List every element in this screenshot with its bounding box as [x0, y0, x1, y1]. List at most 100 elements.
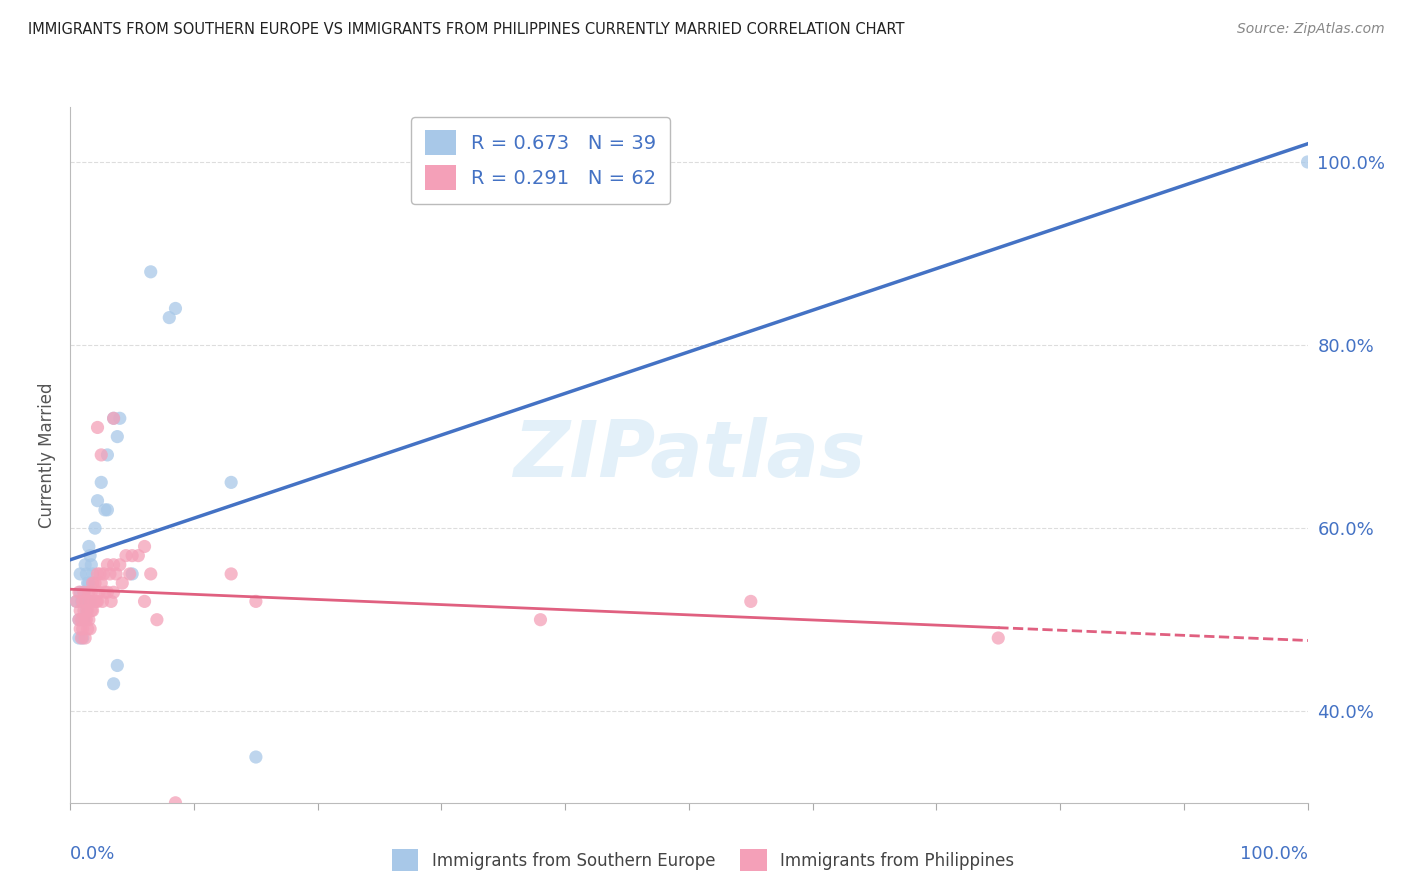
Point — [103, 677, 125, 691]
Point — [70, 631, 93, 645]
Point — [127, 549, 149, 563]
Point — [67, 613, 90, 627]
Point — [740, 594, 762, 608]
Point — [76, 603, 98, 617]
Legend: Immigrants from Southern Europe, Immigrants from Philippines: Immigrants from Southern Europe, Immigra… — [384, 841, 1022, 880]
Point — [70, 613, 93, 627]
Point — [105, 658, 128, 673]
Point — [89, 566, 111, 581]
Point — [103, 558, 125, 572]
Point — [80, 585, 103, 599]
Point — [77, 540, 100, 554]
Point — [96, 503, 118, 517]
Point — [83, 594, 105, 608]
Point — [79, 549, 101, 563]
Point — [75, 603, 97, 617]
Point — [121, 566, 143, 581]
Point — [72, 594, 94, 608]
Point — [105, 429, 128, 443]
Text: IMMIGRANTS FROM SOUTHERN EUROPE VS IMMIGRANTS FROM PHILIPPINES CURRENTLY MARRIED: IMMIGRANTS FROM SOUTHERN EUROPE VS IMMIG… — [28, 22, 904, 37]
Point — [98, 566, 121, 581]
Point — [69, 585, 91, 599]
Point — [73, 585, 96, 599]
Point — [165, 301, 187, 316]
Point — [72, 631, 94, 645]
Point — [165, 796, 187, 810]
Point — [87, 585, 110, 599]
Point — [77, 576, 100, 591]
Point — [96, 558, 118, 572]
Point — [86, 493, 108, 508]
Point — [90, 448, 112, 462]
Point — [245, 594, 267, 608]
Point — [134, 540, 156, 554]
Point — [73, 613, 96, 627]
Point — [67, 585, 90, 599]
Point — [121, 549, 143, 563]
Text: ZIPatlas: ZIPatlas — [513, 417, 865, 493]
Point — [134, 594, 156, 608]
Point — [75, 566, 97, 581]
Point — [72, 622, 94, 636]
Point — [1296, 155, 1319, 169]
Point — [70, 594, 93, 608]
Point — [108, 411, 131, 425]
Point — [75, 594, 97, 608]
Point — [73, 603, 96, 617]
Legend: R = 0.673   N = 39, R = 0.291   N = 62: R = 0.673 N = 39, R = 0.291 N = 62 — [411, 117, 671, 203]
Point — [80, 558, 103, 572]
Point — [96, 448, 118, 462]
Point — [157, 310, 180, 325]
Point — [100, 594, 122, 608]
Point — [84, 521, 107, 535]
Point — [73, 585, 96, 599]
Point — [82, 576, 104, 591]
Point — [77, 613, 100, 627]
Text: 0.0%: 0.0% — [70, 845, 115, 863]
Point — [94, 503, 117, 517]
Text: 100.0%: 100.0% — [1240, 845, 1308, 863]
Point — [108, 558, 131, 572]
Point — [76, 622, 98, 636]
Point — [80, 603, 103, 617]
Point — [86, 566, 108, 581]
Point — [139, 566, 162, 581]
Point — [65, 594, 87, 608]
Point — [65, 594, 87, 608]
Point — [146, 613, 169, 627]
Point — [93, 566, 115, 581]
Point — [90, 475, 112, 490]
Point — [75, 613, 97, 627]
Point — [75, 631, 97, 645]
Y-axis label: Currently Married: Currently Married — [38, 382, 56, 528]
Point — [529, 613, 551, 627]
Point — [103, 411, 125, 425]
Point — [69, 622, 91, 636]
Point — [79, 622, 101, 636]
Point — [219, 566, 242, 581]
Point — [987, 631, 1010, 645]
Point — [84, 594, 107, 608]
Point — [77, 585, 100, 599]
Point — [139, 265, 162, 279]
Point — [79, 594, 101, 608]
Point — [69, 603, 91, 617]
Point — [82, 566, 104, 581]
Point — [69, 566, 91, 581]
Point — [245, 750, 267, 764]
Point — [219, 475, 242, 490]
Point — [72, 613, 94, 627]
Point — [111, 576, 134, 591]
Point — [118, 566, 141, 581]
Point — [76, 576, 98, 591]
Point — [75, 594, 97, 608]
Point — [94, 585, 117, 599]
Point — [82, 603, 104, 617]
Point — [96, 585, 118, 599]
Point — [75, 613, 97, 627]
Point — [115, 549, 138, 563]
Text: Source: ZipAtlas.com: Source: ZipAtlas.com — [1237, 22, 1385, 37]
Point — [67, 613, 90, 627]
Point — [67, 631, 90, 645]
Point — [84, 576, 107, 591]
